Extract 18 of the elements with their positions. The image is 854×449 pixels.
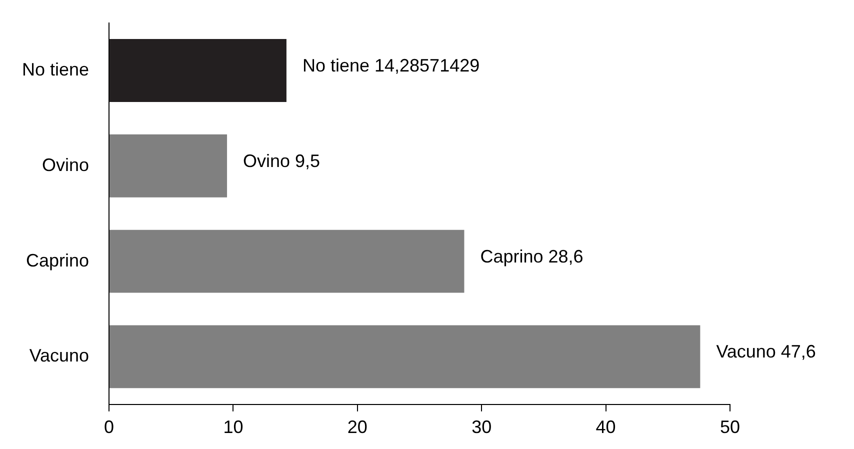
y-tick-label: Vacuno <box>29 346 90 366</box>
bar <box>110 325 700 388</box>
x-tick-label: 40 <box>596 417 616 438</box>
y-tick-label: Caprino <box>26 250 90 270</box>
x-tick-label: 0 <box>104 417 114 438</box>
bar <box>110 230 464 293</box>
y-tick-label: No tiene <box>22 59 90 80</box>
x-tick-label: 30 <box>472 417 492 438</box>
bar <box>110 39 286 102</box>
data-label: Vacuno 47,6 <box>716 342 816 362</box>
x-tick-label: 10 <box>223 417 244 438</box>
x-tick-label: 50 <box>720 417 740 438</box>
y-tick-label: Ovino <box>42 154 90 175</box>
x-tick-label: 20 <box>347 417 368 438</box>
data-label: Ovino 9,5 <box>243 150 320 171</box>
bar <box>110 134 228 198</box>
data-label: Caprino 28,6 <box>480 246 584 266</box>
data-label: No tiene 14,28571429 <box>302 55 480 76</box>
